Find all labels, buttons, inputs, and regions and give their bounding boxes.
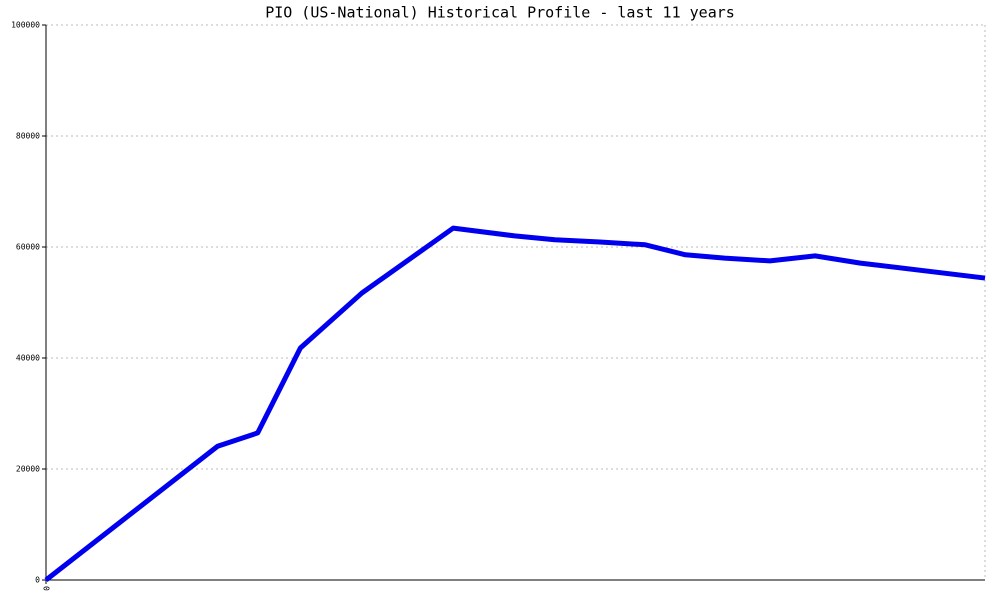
x-tick-label: 0 [42, 586, 51, 591]
y-tick-label: 0 [35, 576, 40, 585]
y-tick-label: 100000 [11, 21, 40, 30]
y-tick-label: 20000 [16, 465, 40, 474]
y-tick-label: 40000 [16, 354, 40, 363]
y-tick-label: 60000 [16, 243, 40, 252]
y-tick-label: 80000 [16, 132, 40, 141]
line-series [44, 225, 986, 582]
chart-title: PIO (US-National) Historical Profile - l… [265, 4, 735, 22]
